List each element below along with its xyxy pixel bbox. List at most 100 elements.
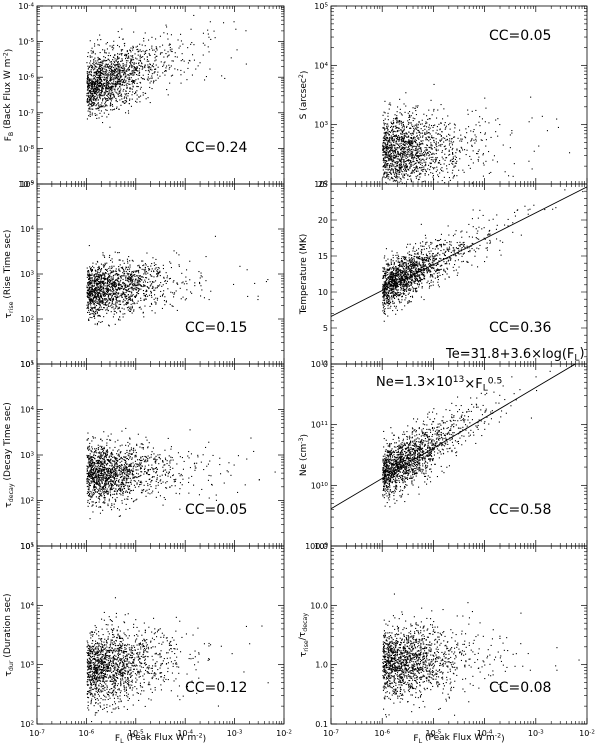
data-point — [111, 82, 113, 84]
data-point — [394, 180, 396, 182]
data-point — [87, 303, 89, 305]
data-point — [124, 93, 126, 95]
data-point — [100, 293, 102, 295]
data-point — [91, 295, 93, 297]
data-point — [402, 121, 404, 123]
data-point — [194, 282, 196, 284]
data-point — [406, 136, 408, 138]
data-point — [155, 297, 157, 299]
data-point — [132, 47, 134, 49]
data-point — [386, 123, 388, 125]
data-point — [100, 289, 102, 291]
data-point — [410, 142, 412, 144]
data-point — [411, 140, 413, 142]
data-point — [426, 122, 428, 124]
data-point — [95, 293, 97, 295]
data-point — [399, 292, 401, 294]
data-point — [118, 66, 120, 68]
data-point — [90, 64, 92, 66]
data-point — [402, 130, 404, 132]
data-point — [109, 126, 111, 128]
data-point — [181, 272, 183, 274]
data-point — [131, 295, 133, 297]
data-point — [109, 66, 111, 68]
data-point — [113, 283, 115, 285]
data-point — [425, 161, 427, 163]
data-point — [95, 292, 97, 294]
data-point — [149, 63, 151, 65]
data-point — [87, 89, 89, 91]
data-point — [104, 279, 106, 281]
data-point — [98, 265, 100, 267]
data-point — [92, 51, 94, 53]
data-point — [105, 288, 107, 290]
data-point — [482, 154, 484, 156]
data-point — [89, 65, 91, 67]
data-point — [110, 72, 112, 74]
data-point — [471, 145, 473, 147]
data-point — [180, 40, 182, 42]
data-point — [410, 142, 412, 144]
data-point — [131, 62, 133, 64]
data-point — [116, 302, 118, 304]
data-point — [99, 86, 101, 88]
data-point — [398, 121, 400, 123]
scatter-points — [86, 14, 247, 128]
data-point — [407, 120, 409, 122]
data-point — [193, 59, 195, 61]
data-point — [129, 295, 131, 297]
data-point — [428, 132, 430, 134]
data-point — [401, 136, 403, 138]
data-point — [481, 118, 483, 120]
data-point — [107, 270, 109, 272]
data-point — [92, 102, 94, 104]
data-point — [411, 157, 413, 159]
data-point — [117, 252, 119, 254]
data-point — [98, 309, 100, 311]
data-point — [143, 285, 145, 287]
data-point — [398, 123, 400, 125]
data-point — [106, 268, 108, 270]
data-point — [88, 84, 90, 86]
data-point — [433, 108, 435, 110]
data-point — [86, 95, 88, 97]
data-point — [161, 307, 163, 309]
data-point — [98, 84, 100, 86]
data-point — [105, 293, 107, 295]
data-point — [137, 74, 139, 76]
data-point — [390, 164, 392, 166]
data-point — [124, 285, 126, 287]
data-point — [154, 268, 156, 270]
data-point — [397, 170, 399, 172]
data-point — [390, 159, 392, 161]
data-point — [207, 33, 209, 35]
data-point — [120, 276, 122, 278]
data-point — [103, 307, 105, 309]
data-point — [90, 50, 92, 52]
data-point — [391, 147, 393, 149]
data-point — [398, 300, 400, 302]
data-point — [395, 180, 397, 182]
data-point — [128, 276, 130, 278]
data-point — [405, 160, 407, 162]
data-point — [401, 150, 403, 152]
data-point — [96, 71, 98, 73]
data-point — [404, 174, 406, 176]
data-point — [393, 156, 395, 158]
data-point — [412, 143, 414, 145]
data-point — [103, 95, 105, 97]
data-point — [180, 33, 182, 35]
data-point — [401, 136, 403, 138]
data-point — [382, 144, 384, 146]
data-point — [89, 95, 91, 97]
data-point — [98, 282, 100, 284]
data-point — [140, 285, 142, 287]
data-point — [87, 289, 89, 291]
data-point — [432, 152, 434, 154]
data-point — [88, 298, 90, 300]
data-point — [105, 91, 107, 93]
data-point — [130, 273, 132, 275]
data-point — [128, 270, 130, 272]
data-point — [104, 273, 106, 275]
data-point — [426, 147, 428, 149]
